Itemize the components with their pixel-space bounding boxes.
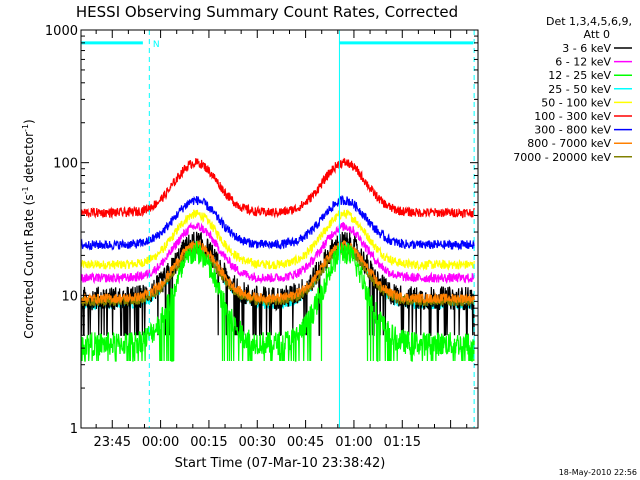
y-tick-label: 1 — [70, 422, 78, 437]
y-tick-label: 10 — [61, 289, 78, 304]
series-line — [81, 231, 475, 336]
x-tick-label: 00:45 — [287, 435, 324, 450]
series-line — [81, 157, 475, 220]
legend-label: 800 - 7000 keV — [527, 137, 611, 150]
legend-label: 50 - 100 keV — [541, 96, 611, 109]
legend-label: 7000 - 20000 keV — [513, 151, 611, 164]
x-axis-label: Start Time (07-Mar-10 23:38:42) — [175, 456, 386, 471]
series-line — [81, 241, 475, 362]
x-tick-label: 00:30 — [239, 435, 276, 450]
plot-frame — [80, 29, 479, 429]
x-tick-label: 01:15 — [384, 435, 421, 450]
y-tick-label: 1000 — [45, 24, 78, 39]
y-axis-label: Corrected Count Rate (s-1 detector-1) — [21, 119, 36, 338]
series-line — [81, 221, 475, 285]
x-tick-label: 00:00 — [142, 435, 179, 450]
legend-label: 100 - 300 keV — [534, 110, 611, 123]
series-line — [81, 244, 475, 308]
x-tick-label: 23:45 — [94, 435, 131, 450]
legend-header: Att 0 — [584, 28, 610, 41]
series-line — [81, 194, 475, 251]
x-axis: 23:45 00:00 00:15 00:30 00:45 01:00 01:15 — [94, 30, 468, 450]
legend-label: 6 - 12 keV — [555, 56, 611, 69]
series-line — [81, 239, 475, 306]
timestamp: 18-May-2010 22:56 — [559, 468, 637, 477]
y-axis: 1 10 100 1000 — [45, 24, 478, 437]
x-tick-label: 00:15 — [190, 435, 227, 450]
legend-label: 300 - 800 keV — [534, 124, 611, 137]
legend-label: 12 - 25 keV — [548, 69, 611, 82]
series-layer — [81, 157, 475, 362]
flag-label: N — [153, 40, 160, 50]
series-line — [81, 208, 475, 272]
marker-layer: N — [80, 30, 475, 428]
chart-title: HESSI Observing Summary Count Rates, Cor… — [76, 3, 458, 21]
legend-header: Det 1,3,4,5,6,9, — [546, 15, 632, 28]
y-tick-label: 100 — [53, 157, 78, 172]
x-tick-label: 01:00 — [335, 435, 372, 450]
legend-label: 3 - 6 keV — [562, 42, 611, 55]
legend-label: 25 - 50 keV — [548, 83, 611, 96]
